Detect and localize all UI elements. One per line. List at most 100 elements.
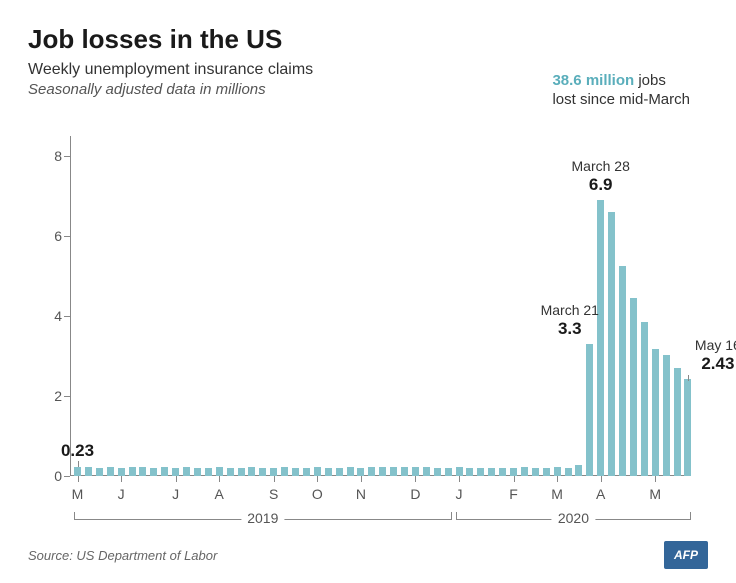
bar [183,467,190,476]
annotation: 0.23 [48,441,108,461]
x-tick [601,476,602,482]
bar [499,468,506,476]
bar [412,467,419,476]
bar [423,467,430,476]
bar [619,266,626,476]
bar [379,467,386,476]
bar [325,468,332,476]
y-tick-label: 6 [42,228,62,244]
bar [521,467,528,476]
bar [663,355,670,476]
bar [477,468,484,476]
bar [205,468,212,476]
bar [466,468,473,476]
bar [608,212,615,476]
x-tick [274,476,275,482]
bar [543,468,550,476]
x-tick-label: D [410,486,420,502]
bar [641,322,648,476]
source-text: Source: US Department of Labor [28,548,217,563]
x-tick-label: J [456,486,463,502]
year-label: 2020 [552,510,595,526]
bar [74,467,81,476]
callout-highlight: 38.6 million [552,72,634,89]
x-tick-label: O [312,486,323,502]
bar [303,468,310,476]
bar [172,468,179,476]
year-label: 2019 [241,510,284,526]
page-title: Job losses in the US [28,24,708,55]
bar [216,467,223,476]
bar [456,467,463,476]
y-tick-label: 0 [42,468,62,484]
x-tick-label: M [72,486,84,502]
bar [401,467,408,476]
bar [554,467,561,476]
x-tick [655,476,656,482]
bar [510,468,517,476]
annotation: March 286.9 [571,158,631,195]
annotation-pointer [688,375,689,381]
bar [238,468,245,476]
bar [292,468,299,476]
x-tick [121,476,122,482]
y-axis [70,136,71,476]
bar [357,468,364,476]
bar [434,468,441,476]
bar [248,467,255,476]
y-tick [64,156,70,157]
bar [565,468,572,476]
x-tick [219,476,220,482]
bar [674,368,681,476]
bar [488,468,495,476]
bar [139,467,146,476]
bar [150,468,157,476]
bar [281,467,288,476]
callout-text-1: jobs [634,72,666,89]
y-tick [64,476,70,477]
bar [652,349,659,476]
bar [445,468,452,476]
bar [347,467,354,476]
bar [118,468,125,476]
y-tick [64,396,70,397]
y-tick [64,236,70,237]
y-tick [64,316,70,317]
bar [107,467,114,476]
callout-text-2: lost since mid-March [552,91,690,108]
x-tick [557,476,558,482]
bar [161,467,168,476]
bar [259,468,266,476]
x-tick-label: N [356,486,366,502]
bar [314,467,321,476]
bar [129,467,136,476]
bar [194,468,201,476]
callout: 38.6 million jobs lost since mid-March [552,72,690,110]
bar [575,465,582,476]
x-tick-label: F [509,486,518,502]
x-tick [514,476,515,482]
y-tick-label: 2 [42,388,62,404]
x-tick [361,476,362,482]
x-tick [317,476,318,482]
x-tick [459,476,460,482]
x-tick-label: M [649,486,661,502]
x-tick-label: J [172,486,179,502]
x-tick [415,476,416,482]
x-tick-label: A [215,486,224,502]
x-tick [176,476,177,482]
bar [390,467,397,476]
bar [368,467,375,476]
bar [630,298,637,476]
annotation: March 213.3 [540,302,600,339]
afp-logo: AFP [664,541,708,569]
x-tick-label: S [269,486,278,502]
x-tick [78,476,79,482]
bar [270,468,277,476]
x-tick-label: A [596,486,605,502]
bar [96,468,103,476]
annotation: May 162.43 [688,337,736,374]
bar [684,379,691,476]
annotation-pointer [78,461,79,467]
y-tick-label: 4 [42,308,62,324]
